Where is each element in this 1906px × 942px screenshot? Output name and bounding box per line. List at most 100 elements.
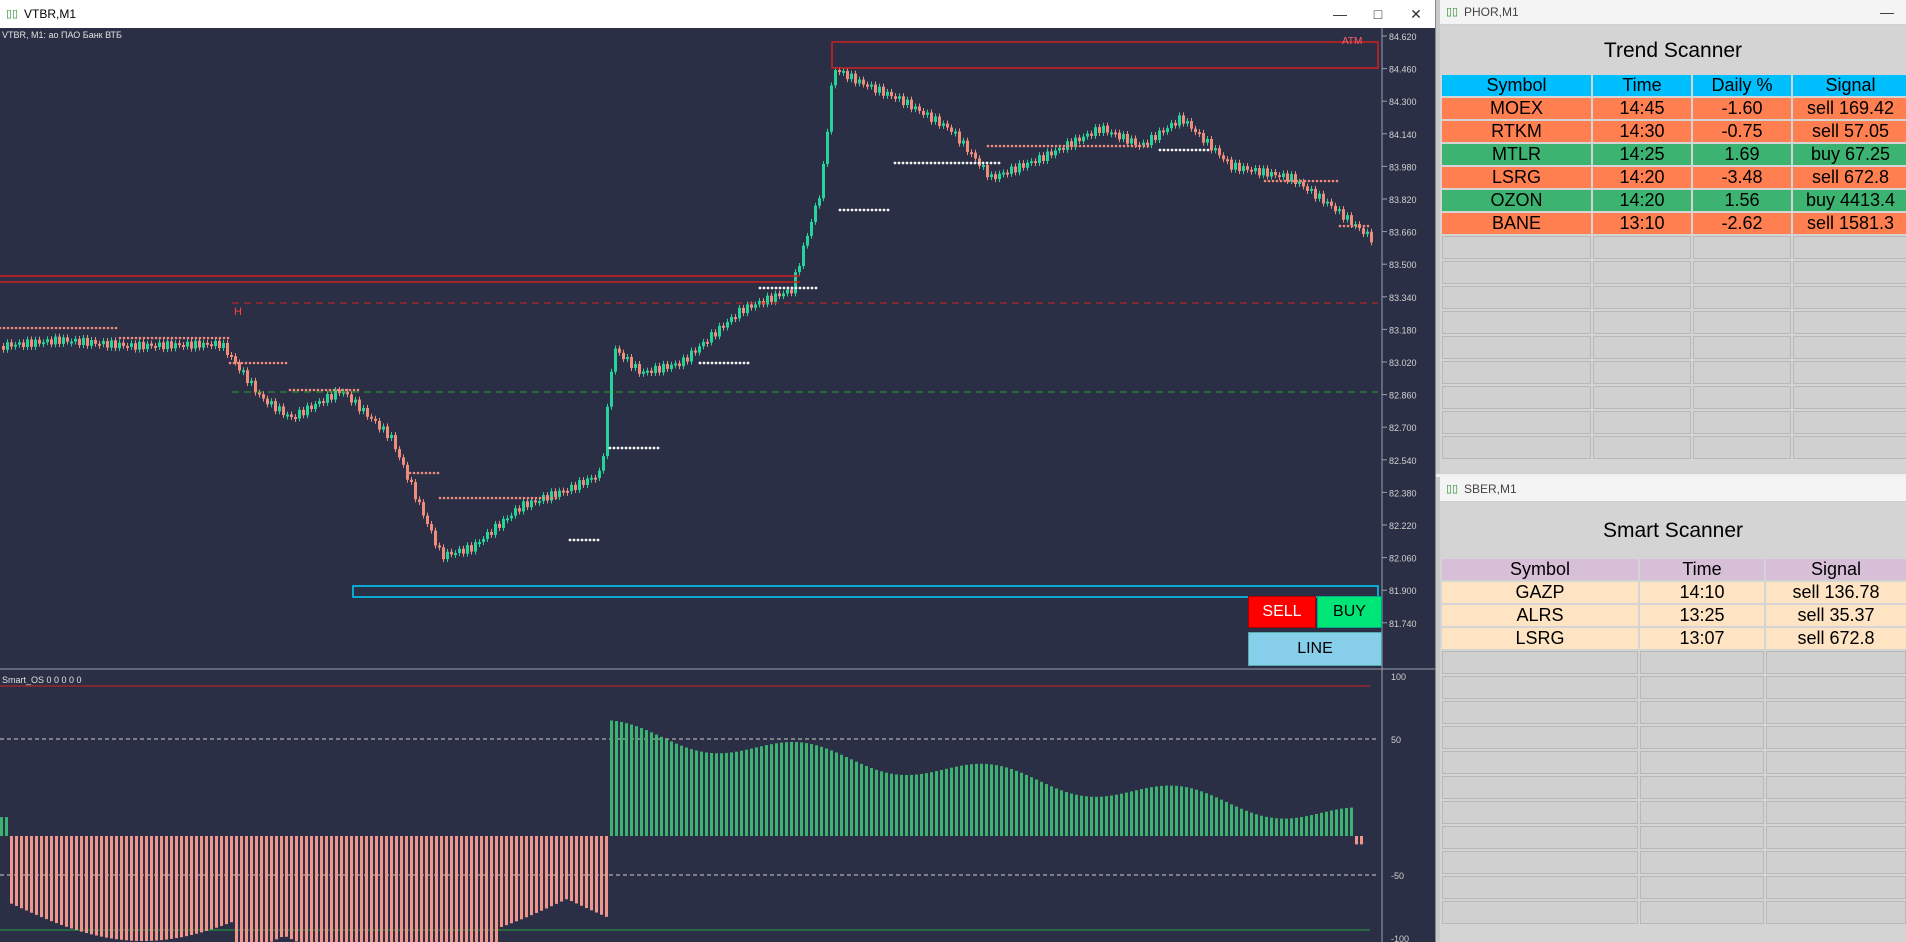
- table-cell-time[interactable]: 14:10: [1640, 582, 1764, 603]
- close-button[interactable]: ✕: [1410, 5, 1422, 22]
- table-cell-signal[interactable]: sell 672.8: [1793, 167, 1906, 188]
- empty-cell: [1766, 676, 1906, 699]
- table-cell-symbol[interactable]: MOEX: [1442, 98, 1591, 119]
- column-header[interactable]: Signal: [1766, 559, 1906, 580]
- trailing-stop-dot: [965, 161, 969, 165]
- osc-bar: [260, 836, 263, 942]
- empty-cell: [1766, 801, 1906, 824]
- column-header[interactable]: Time: [1640, 559, 1764, 580]
- column-header[interactable]: Daily %: [1693, 75, 1791, 96]
- table-cell-symbol[interactable]: RTKM: [1442, 121, 1591, 142]
- osc-bar: [200, 836, 203, 933]
- trailing-stop-dot: [778, 286, 782, 290]
- trailing-stop-dot: [546, 496, 550, 500]
- smart-scanner-titlebar[interactable]: ▯▯ SBER,M1: [1440, 477, 1906, 502]
- table-row[interactable]: LSRG 13:07 sell 672.8: [1442, 628, 1906, 649]
- candle: [654, 365, 657, 373]
- table-row[interactable]: LSRG 14:20 -3.48 sell 672.8: [1442, 167, 1906, 188]
- candle: [862, 79, 865, 85]
- trailing-stop-dot: [632, 446, 636, 450]
- table-row[interactable]: MTLR 14:25 1.69 buy 67.25: [1442, 144, 1906, 165]
- sell-button[interactable]: SELL: [1248, 596, 1316, 628]
- table-cell-daily[interactable]: -2.62: [1693, 213, 1791, 234]
- table-cell-signal[interactable]: sell 672.8: [1766, 628, 1906, 649]
- window-controls: —: [1868, 4, 1906, 20]
- column-header[interactable]: Symbol: [1442, 75, 1591, 96]
- table-cell-daily[interactable]: -3.48: [1693, 167, 1791, 188]
- table-row[interactable]: BANE 13:10 -2.62 sell 1581.3: [1442, 213, 1906, 234]
- maximize-button[interactable]: □: [1373, 5, 1383, 22]
- buy-button[interactable]: BUY: [1317, 596, 1382, 628]
- resistance-zone[interactable]: [831, 41, 1379, 69]
- minimize-button[interactable]: —: [1880, 4, 1894, 20]
- candle: [1310, 188, 1313, 191]
- trend-scanner-window[interactable]: ▯▯ PHOR,M1 — Trend Scanner Symbol Time Dai…: [1436, 0, 1906, 474]
- candle: [530, 500, 533, 508]
- table-cell-signal[interactable]: sell 1581.3: [1793, 213, 1906, 234]
- trailing-stop-dot: [1267, 179, 1271, 183]
- candle: [1286, 173, 1289, 182]
- smart-scanner-window[interactable]: ▯▯ SBER,M1 Smart Scanner Symbol Time Signa…: [1436, 477, 1906, 942]
- table-cell-signal[interactable]: sell 57.05: [1793, 121, 1906, 142]
- osc-bar: [1100, 796, 1103, 836]
- table-cell-time[interactable]: 13:07: [1640, 628, 1764, 649]
- table-cell-signal[interactable]: sell 35.37: [1766, 605, 1906, 626]
- osc-bar: [1045, 784, 1048, 836]
- candle: [1262, 168, 1265, 176]
- table-cell-time[interactable]: 14:45: [1593, 98, 1691, 119]
- table-cell-time[interactable]: 14:30: [1593, 121, 1691, 142]
- osc-bar: [320, 836, 323, 942]
- table-cell-signal[interactable]: buy 67.25: [1793, 144, 1906, 165]
- candle: [562, 490, 565, 493]
- table-row[interactable]: ALRS 13:25 sell 35.37: [1442, 605, 1906, 626]
- empty-cell: [1766, 876, 1906, 899]
- table-cell-signal[interactable]: buy 4413.4: [1793, 190, 1906, 211]
- table-cell-symbol[interactable]: ALRS: [1442, 605, 1638, 626]
- chart-titlebar[interactable]: ▯▯ VTBR,M1 — □ ✕: [0, 0, 1435, 29]
- osc-bar: [585, 836, 588, 909]
- table-row[interactable]: OZON 14:20 1.56 buy 4413.4: [1442, 190, 1906, 211]
- table-cell-symbol[interactable]: OZON: [1442, 190, 1591, 211]
- trailing-stop-dot: [798, 286, 802, 290]
- table-row[interactable]: RTKM 14:30 -0.75 sell 57.05: [1442, 121, 1906, 142]
- table-cell-daily[interactable]: 1.69: [1693, 144, 1791, 165]
- osc-bar: [100, 836, 103, 937]
- table-cell-symbol[interactable]: BANE: [1442, 213, 1591, 234]
- candle: [550, 491, 553, 501]
- column-header[interactable]: Symbol: [1442, 559, 1638, 580]
- osc-bar: [945, 768, 948, 836]
- table-cell-daily[interactable]: -1.60: [1693, 98, 1791, 119]
- table-cell-daily[interactable]: -0.75: [1693, 121, 1791, 142]
- table-row[interactable]: GAZP 14:10 sell 136.78: [1442, 582, 1906, 603]
- table-cell-symbol[interactable]: LSRG: [1442, 167, 1591, 188]
- price-chart[interactable]: 84.620 84.460 84.300 84.140 83.980 83.820 83.6…: [0, 28, 1435, 942]
- table-row[interactable]: MOEX 14:45 -1.60 sell 169.42: [1442, 98, 1906, 119]
- osc-bar: [610, 720, 613, 836]
- table-cell-signal[interactable]: sell 169.42: [1793, 98, 1906, 119]
- column-header[interactable]: Signal: [1793, 75, 1906, 96]
- minimize-button[interactable]: —: [1333, 5, 1347, 22]
- support-zone[interactable]: [352, 585, 1379, 598]
- table-cell-daily[interactable]: 1.56: [1693, 190, 1791, 211]
- table-cell-time[interactable]: 14:20: [1593, 167, 1691, 188]
- trailing-stop-dot: [1070, 144, 1074, 148]
- column-header[interactable]: Time: [1593, 75, 1691, 96]
- candle: [570, 484, 573, 492]
- candle: [22, 342, 25, 348]
- candle: [854, 73, 857, 84]
- table-cell-symbol[interactable]: LSRG: [1442, 628, 1638, 649]
- table-cell-time[interactable]: 13:25: [1640, 605, 1764, 626]
- table-cell-symbol[interactable]: MTLR: [1442, 144, 1591, 165]
- table-cell-time[interactable]: 14:20: [1593, 190, 1691, 211]
- table-cell-symbol[interactable]: GAZP: [1442, 582, 1638, 603]
- table-cell-time[interactable]: 14:25: [1593, 144, 1691, 165]
- trend-scanner-titlebar[interactable]: ▯▯ PHOR,M1 —: [1440, 0, 1906, 25]
- chart-window[interactable]: ▯▯ VTBR,M1 — □ ✕ 84.620 84.460 84.300 84.1: [0, 0, 1436, 942]
- price-tick-label: 84.620: [1389, 32, 1417, 42]
- table-cell-time[interactable]: 13:10: [1593, 213, 1691, 234]
- osc-bar: [1005, 767, 1008, 836]
- trailing-stop-dot: [30, 326, 34, 330]
- trailing-stop-dot: [1307, 179, 1311, 183]
- line-button[interactable]: LINE: [1248, 632, 1382, 666]
- table-cell-signal[interactable]: sell 136.78: [1766, 582, 1906, 603]
